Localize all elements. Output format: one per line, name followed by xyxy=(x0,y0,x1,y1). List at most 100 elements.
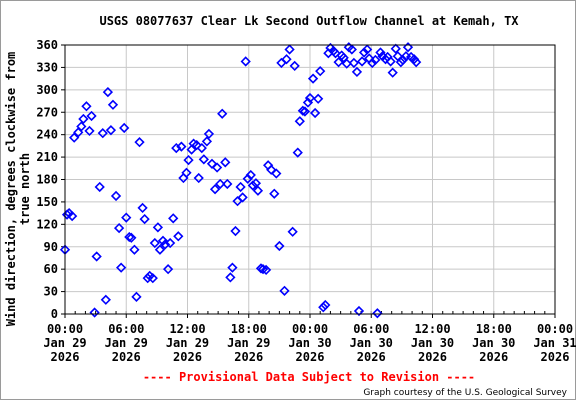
data-point xyxy=(102,86,114,98)
data-point xyxy=(353,305,365,317)
data-point xyxy=(89,307,100,318)
y-tick-label: 180 xyxy=(36,173,58,187)
data-point xyxy=(126,232,137,243)
data-point xyxy=(217,108,228,119)
data-point xyxy=(358,47,370,58)
data-point xyxy=(159,239,171,250)
x-tick-label: Jan 30 xyxy=(350,336,393,350)
data-point xyxy=(390,43,401,54)
x-tick-label: 00:00 xyxy=(47,322,83,336)
y-tick-label: 330 xyxy=(36,60,58,74)
data-point xyxy=(183,154,194,166)
provisional-data-note: ---- Provisional Data Subject to Revisio… xyxy=(143,370,475,384)
x-tick-label: 06:00 xyxy=(353,322,389,336)
x-tick-label: 12:00 xyxy=(169,322,205,336)
data-point xyxy=(315,66,326,77)
y-axis-label-line-2: true north xyxy=(18,153,32,225)
chart-title: USGS 08077637 Clear Lk Second Outflow Ch… xyxy=(99,14,519,28)
y-tick-label: 210 xyxy=(36,150,58,164)
data-point xyxy=(154,244,166,255)
y-tick-label: 90 xyxy=(44,240,58,254)
x-tick-label: 12:00 xyxy=(414,322,450,336)
data-point xyxy=(367,57,378,69)
data-point xyxy=(257,264,269,275)
y-tick-label: 120 xyxy=(36,217,58,231)
data-point xyxy=(186,144,197,155)
data-point xyxy=(147,273,158,284)
data-point xyxy=(411,57,422,68)
data-point xyxy=(362,44,373,55)
data-point xyxy=(351,66,363,78)
data-point xyxy=(137,202,148,214)
data-point xyxy=(121,212,132,223)
x-tick-label: 00:00 xyxy=(537,322,573,336)
data-point xyxy=(289,60,300,72)
data-point xyxy=(370,54,381,66)
data-point xyxy=(206,158,218,169)
data-point xyxy=(279,285,290,296)
y-axis-label: Wind direction, degrees clockwise from t… xyxy=(4,52,32,327)
data-point xyxy=(81,101,92,112)
data-point xyxy=(318,302,329,313)
data-point xyxy=(245,169,256,181)
data-point xyxy=(387,67,398,78)
data-point xyxy=(69,132,80,143)
x-tick-label: 2026 xyxy=(51,350,80,364)
y-tick-label: 270 xyxy=(36,105,58,119)
x-tick-label: 2026 xyxy=(541,350,570,364)
data-point xyxy=(269,188,280,199)
data-point xyxy=(94,181,105,193)
data-point xyxy=(196,142,207,154)
data-point xyxy=(235,181,246,193)
data-point xyxy=(209,184,221,195)
data-point xyxy=(294,116,305,127)
data-point xyxy=(266,164,277,175)
x-tick-label: 18:00 xyxy=(476,322,512,336)
y-tick-label: 30 xyxy=(44,285,58,299)
x-tick-label: Jan 31 xyxy=(533,336,576,350)
data-point xyxy=(307,73,319,84)
y-tick-label: 300 xyxy=(36,83,58,97)
y-tick-label: 150 xyxy=(36,195,58,209)
x-tick-label: 2026 xyxy=(418,350,447,364)
data-point xyxy=(176,141,187,152)
data-point xyxy=(348,57,360,69)
plot-border xyxy=(64,44,556,315)
x-tick-label: 06:00 xyxy=(108,322,144,336)
x-tick-label: 2026 xyxy=(296,350,325,364)
data-point xyxy=(91,251,102,262)
data-point xyxy=(247,180,258,191)
data-point xyxy=(86,110,97,122)
data-point xyxy=(107,99,119,110)
data-point xyxy=(299,106,311,117)
grid-lines xyxy=(61,44,556,318)
data-point xyxy=(171,142,182,154)
data-point xyxy=(134,137,145,148)
data-point xyxy=(375,47,386,58)
data-point xyxy=(271,168,282,179)
data-point xyxy=(100,294,111,305)
data-point xyxy=(292,147,303,158)
x-tick-label: Jan 30 xyxy=(288,336,331,350)
data-point xyxy=(129,244,140,255)
y-tick-label: 60 xyxy=(44,262,58,276)
data-point xyxy=(385,56,396,67)
data-point xyxy=(168,213,179,224)
y-tick-label: 360 xyxy=(36,38,58,52)
data-point xyxy=(67,210,78,222)
data-point xyxy=(162,264,174,275)
data-point xyxy=(201,136,213,147)
data-point xyxy=(297,105,308,116)
data-point xyxy=(252,185,264,196)
data-point xyxy=(116,262,127,273)
x-tick-label: 18:00 xyxy=(231,322,267,336)
data-point xyxy=(191,139,202,151)
data-point xyxy=(76,121,87,132)
data-point xyxy=(372,308,383,319)
data-point xyxy=(281,54,292,65)
data-points xyxy=(59,42,422,319)
data-point xyxy=(237,192,248,203)
y-axis-label-line-1: Wind direction, degrees clockwise from xyxy=(4,52,18,327)
